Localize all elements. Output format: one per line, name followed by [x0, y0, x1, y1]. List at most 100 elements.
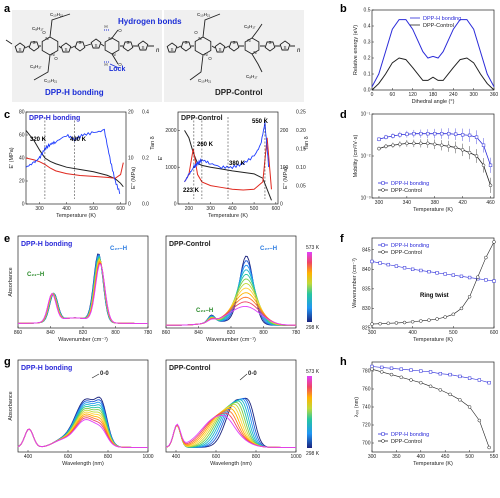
chart-h-marker-control [458, 398, 462, 402]
chart-d-marker-hbond [384, 135, 388, 139]
chart-el-xtick-label: 820 [79, 330, 88, 336]
chart-cl-frame [25, 111, 127, 205]
chart-el-spectrum [17, 254, 148, 324]
chart-g-right: 400 600 800 1000 DPP-Control 0-0 Wavelength (n… [165, 359, 302, 467]
chart-b-ytick-label: 0.3 [364, 40, 371, 46]
chart-d-xtick-label: 380 [431, 200, 440, 206]
chart-h-marker-control [399, 375, 404, 380]
thiophene-ring [214, 42, 226, 53]
chart-d-marker-control [432, 142, 437, 147]
alkyl-c8-left-bottom: C₈H₁₇ [30, 64, 42, 69]
atom-label: S [218, 47, 221, 52]
atom-label: H [104, 62, 107, 67]
chart-b-series-control [371, 57, 495, 91]
chart-d-marker-control [481, 163, 486, 168]
chart-cr-y2label: E'' (MPa) [283, 167, 289, 189]
chart-el-spectrum [17, 263, 148, 324]
chart-f-marker-control [410, 319, 415, 324]
chart-h: 300 350 400 450 500 550 700 720 740 760 780 DPP-H b… [354, 361, 498, 467]
chart-d-marker-hbond [426, 132, 430, 136]
chart-d-marker-control [384, 144, 388, 149]
chart-b-ytick-label: 0.2 [364, 56, 371, 62]
chart-el-spectrum [17, 256, 148, 324]
chart-f: 300 400 500 600 825 830 835 840 845 DPP-H bonding… [352, 237, 498, 343]
chart-d-xlabel: Temperature (K) [413, 207, 453, 213]
thiophene-ring [14, 42, 26, 53]
lock-arrow [109, 63, 120, 69]
chart-cl-y3label: Tan δ [150, 136, 156, 149]
atom-label: N [112, 52, 115, 57]
chart-cl-y2tick-label: 20 [128, 110, 134, 116]
chart-cl-y2tick-label: 10 [128, 156, 134, 162]
chart-f-frame [371, 237, 495, 329]
thiophene-ring [279, 40, 291, 51]
chart-b: 0 60 120 180 240 300 360 0.0 0.1 0.2 0.3 0.4 0.5 DPP-… [353, 8, 498, 105]
alkyl-c10-right-top: C₁₀H₂₁ [197, 12, 211, 17]
chart-el-spectrum [17, 253, 148, 324]
chart-h-marker-hbond [458, 374, 462, 379]
chart-gr-spectrum [165, 414, 296, 448]
chart-d-marker-hbond [419, 132, 423, 136]
chart-d-ytick-label: 10⁻² [361, 154, 371, 160]
colorbar-g-top: 573 K [306, 369, 320, 375]
chart-d-marker-control [398, 142, 402, 147]
chart-f-marker-control [467, 294, 472, 299]
atom-label: H [104, 24, 107, 29]
chart-h-marker-hbond [477, 378, 482, 382]
chart-cr-series-e-double-prime [184, 137, 272, 191]
chart-b-frame [371, 9, 495, 91]
panel-h: h 300 350 400 450 500 550 700 720 740 760 780 DPP-H… [340, 356, 498, 467]
chart-f-ytick-label: 845 [362, 247, 371, 253]
chart-b-xlabel: Dihedral angle (°) [412, 99, 455, 105]
chart-b-xtick-label: 300 [469, 92, 478, 98]
chart-d-marker-hbond [447, 132, 451, 136]
hydrogen-bonds-note: Hydrogen bonds [118, 17, 182, 26]
chart-d-marker-hbond [391, 134, 395, 138]
chart-f-marker-control [484, 255, 488, 260]
chart-h-marker-hbond [399, 367, 403, 371]
chart-b-xtick-label: 60 [390, 92, 396, 98]
chart-cr-y3tick-label: 0.10 [296, 165, 306, 171]
alkyl-c10-left-bottom: C₁₀H₂₁ [44, 78, 58, 83]
chart-d-marker-control [460, 148, 465, 152]
chart-h-marker-control [409, 378, 413, 382]
chart-f-annotation: Ring twist [420, 293, 449, 299]
chart-el-frame [17, 235, 149, 329]
chart-f-legend-marker [381, 250, 385, 254]
chart-h-ylabel: λ₀₀ (nm) [354, 397, 360, 417]
chart-f-xtick-label: 300 [368, 330, 377, 336]
panel-f: f 300 400 500 600 825 830 835 840 845 DPP-H bondi… [340, 233, 498, 343]
chart-cr-ytick-label: 2000 [165, 128, 176, 134]
atom-label: S [18, 47, 21, 52]
chart-f-ytick-label: 825 [362, 326, 371, 332]
panel-label-f: f [340, 233, 344, 245]
atom-label: S [283, 45, 286, 50]
chart-gr-spectrum [165, 401, 296, 448]
repeat-n-left: n [156, 48, 160, 54]
chart-gl-spectrum [17, 417, 148, 448]
atom-label: S [141, 45, 144, 50]
atom-label: O [194, 30, 198, 35]
chart-cl-ytick-label: 40 [19, 156, 25, 162]
atom-label: S [232, 40, 235, 45]
chart-b-xtick-label: 0 [371, 92, 374, 98]
chart-el-spectrum [17, 254, 148, 324]
chart-er-xtick-label: 860 [162, 330, 171, 336]
chart-el-peak-label: C₂₁–H [27, 272, 44, 278]
chart-d-marker-control [446, 144, 451, 149]
chart-er-spectrum [166, 305, 297, 326]
chart-f-marker-hbond [386, 262, 390, 267]
chart-d-marker-control [391, 143, 395, 148]
chart-cl-y3tick-label: 0.4 [142, 110, 149, 116]
chart-f-legend-label: DPP-Control [391, 250, 422, 256]
chart-el-title: DPP-H bonding [21, 241, 72, 248]
chart-f-ytick-label: 840 [362, 267, 371, 273]
atom-label: O [42, 30, 46, 35]
thiophene-ring [122, 41, 134, 52]
atom-label: N [45, 36, 48, 41]
chart-cl-y3tick-label: 0.0 [142, 202, 149, 208]
structure-bg-right [164, 10, 304, 102]
thiophene-ring [264, 41, 276, 52]
